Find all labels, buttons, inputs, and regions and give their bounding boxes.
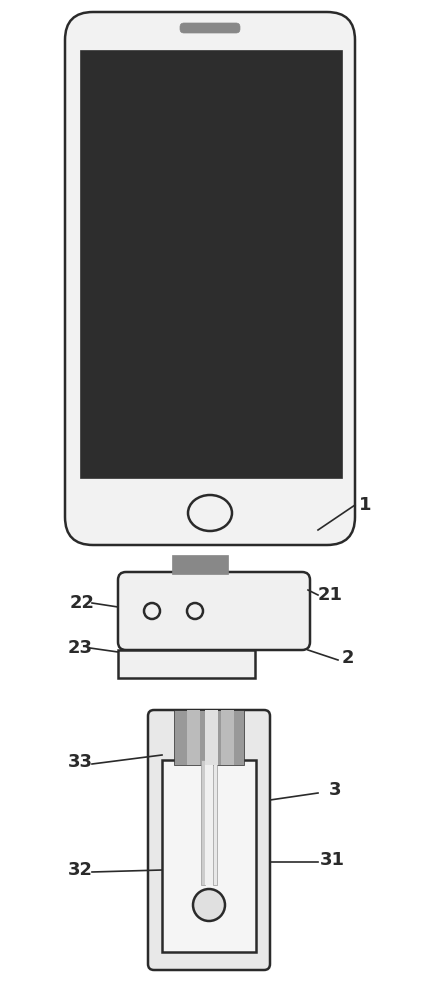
FancyBboxPatch shape bbox=[65, 12, 355, 545]
Text: 31: 31 bbox=[320, 851, 345, 869]
Bar bbox=[162, 760, 256, 952]
Text: 21: 21 bbox=[317, 586, 343, 604]
Bar bbox=[201, 760, 205, 885]
Circle shape bbox=[193, 889, 225, 921]
Text: 3: 3 bbox=[329, 781, 341, 799]
Bar bbox=[80, 50, 342, 478]
Circle shape bbox=[187, 603, 203, 619]
Text: 23: 23 bbox=[68, 639, 93, 657]
Bar bbox=[205, 760, 213, 885]
FancyBboxPatch shape bbox=[118, 572, 310, 650]
Text: 32: 32 bbox=[68, 861, 93, 879]
Bar bbox=[172, 555, 228, 574]
Bar bbox=[205, 710, 218, 765]
Ellipse shape bbox=[188, 495, 232, 531]
Bar bbox=[174, 710, 244, 765]
Bar bbox=[118, 650, 255, 678]
FancyBboxPatch shape bbox=[148, 710, 270, 970]
Text: 2: 2 bbox=[342, 649, 354, 667]
Text: 33: 33 bbox=[68, 753, 93, 771]
Text: 1: 1 bbox=[359, 496, 371, 514]
Circle shape bbox=[144, 603, 160, 619]
Text: 22: 22 bbox=[70, 594, 94, 612]
Bar bbox=[213, 760, 217, 885]
FancyBboxPatch shape bbox=[180, 23, 240, 33]
Bar bbox=[187, 710, 200, 765]
Bar bbox=[221, 710, 234, 765]
